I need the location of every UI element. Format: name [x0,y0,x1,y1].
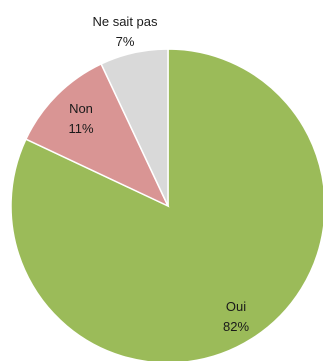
slice-value-ne-sait-pas: 7% [116,34,135,49]
slice-value-oui: 82% [223,319,249,334]
pie-slice-oui [10,48,323,361]
slice-label-ne-sait-pas: Ne sait pas [92,14,158,29]
pie-slices [10,48,323,361]
slice-label-non: Non [69,101,93,116]
pie-slice-non [24,62,170,208]
slice-value-non: 11% [68,121,93,136]
pie-slice-ne-sait-pas [100,48,169,207]
slice-label-oui: Oui [226,299,246,314]
